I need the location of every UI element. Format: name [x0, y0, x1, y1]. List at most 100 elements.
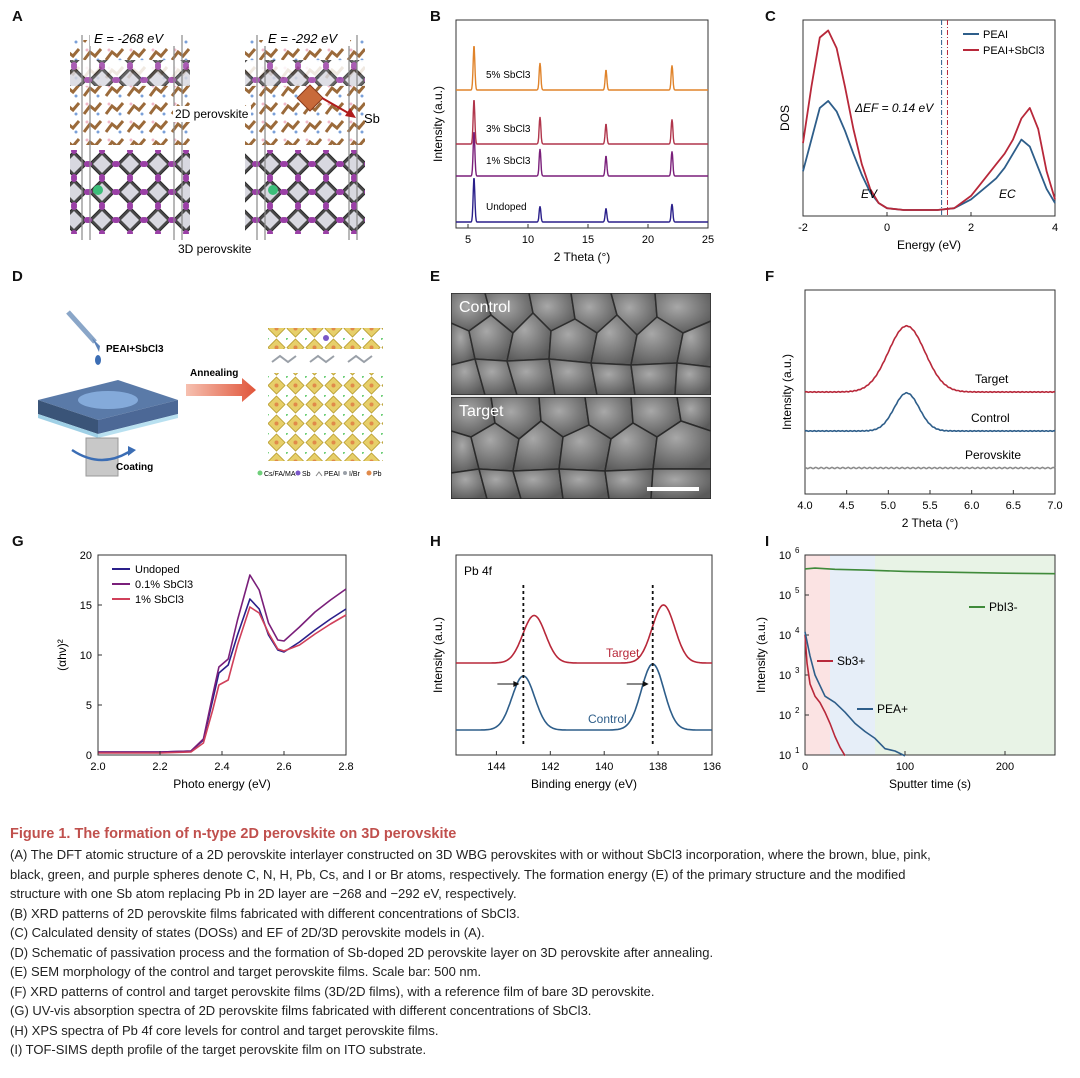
panel-e-sem-images: Control	[451, 293, 711, 499]
sims-curve-0	[804, 567, 1056, 575]
xps-label-1: Control	[588, 712, 627, 726]
caption-line-i: (I) TOF-SIMS depth profile of the target…	[10, 1042, 427, 1057]
sims-label-2: PEA+	[877, 702, 908, 716]
panel-g-xtick-label-1: 2.2	[152, 761, 167, 773]
cs-atom-left	[93, 185, 103, 195]
panel-i-ytick-label-4: 10	[779, 630, 791, 642]
panel-h-frame	[455, 554, 713, 756]
xps-curve-1	[456, 663, 712, 731]
xps-curve-0	[456, 604, 712, 664]
caption-line-a3: structure with one Sb atom replacing Pb …	[10, 886, 517, 901]
pea-chains	[271, 354, 373, 364]
panel-i-ytick-label-2: 10	[779, 710, 791, 722]
label-sb: Sb	[364, 111, 380, 126]
caption-line-f: (F) XRD patterns of control and target p…	[10, 983, 655, 999]
uv-curve-2	[98, 606, 347, 754]
panel-c-xtick-label-3: 4	[1052, 222, 1058, 234]
panel-h-xps: Target Control Pb 4f 144 142 140 138 136 Binding…	[431, 554, 721, 791]
panel-g-ytick-label-0: 0	[86, 750, 92, 762]
panel-h-xtick-label-3: 138	[649, 761, 667, 773]
panel-letter-c: C	[765, 8, 776, 25]
panel-i-ytick-exp-5: 5	[795, 586, 800, 595]
sims-label-0: PbI3-	[989, 600, 1018, 614]
caption-title: Figure 1. The formation of n-type 2D per…	[10, 826, 457, 842]
sb-atom	[323, 335, 329, 341]
organic-layer-left	[70, 40, 190, 145]
panel-b-frame	[455, 19, 709, 229]
label-3d-perovskite: 3D perovskite	[178, 242, 252, 256]
annealing-label: Annealing	[190, 368, 238, 379]
dos-legend-label-0: PEAI	[983, 29, 1008, 41]
xrd-film-label-0: Target	[975, 372, 1009, 386]
panel-b-xtick-label-3: 20	[642, 234, 654, 246]
xrd-film-label-1: Control	[971, 411, 1010, 425]
panel-g-ytick-label-2: 10	[80, 650, 92, 662]
panel-f-ylabel: Intensity (a.u.)	[780, 354, 794, 430]
panel-i-tof-sims: 10 1 10 2 10 3 10 4 10 5 10 6 PbI3- Sb3+ PEA+ 0 100 200 Sp…	[755, 546, 1056, 791]
caption-line-g: (G) UV-vis absorption spectra of 2D pero…	[10, 1003, 592, 1018]
legend-ibr: I/Br	[349, 471, 361, 478]
panel-b-ylabel: Intensity (a.u.)	[431, 86, 445, 162]
sb-octahedron	[296, 84, 324, 112]
panel-g-ytick-label-1: 5	[86, 700, 92, 712]
xrd-trace-2	[456, 132, 708, 177]
panel-f-xtick-label-3: 5.5	[922, 500, 937, 512]
legend-cs: Cs/FA/MA	[264, 471, 296, 478]
cs-atom-right	[268, 185, 278, 195]
xrd-film-trace-1	[804, 391, 1056, 433]
panel-c-frame	[802, 19, 1056, 217]
xrd-trace-1	[456, 100, 708, 145]
panel-letter-i: I	[765, 533, 770, 550]
sem-divider	[451, 395, 711, 397]
sb-arrow	[321, 97, 351, 115]
legend-ibr-icon	[343, 471, 347, 475]
panel-i-ytick-label-1: 10	[779, 750, 791, 762]
legend-pb-icon	[366, 470, 372, 476]
panel-b-xtick-label-2: 15	[582, 234, 594, 246]
panel-letter-h: H	[430, 533, 441, 550]
panel-f-xtick-label-4: 6.0	[964, 500, 979, 512]
region-pbi3	[875, 555, 1055, 755]
panel-b-xrd-2d: 5% SbCl3 3% SbCl3 1% SbCl3 Undoped 5 10 15 20 25…	[431, 19, 714, 264]
dos-curve-0	[802, 100, 1056, 211]
panel-i-ytick-label-6: 10	[779, 550, 791, 562]
panel-g-xtick-label-0: 2.0	[90, 761, 105, 773]
caption-line-h: (H) XPS spectra of Pb 4f core levels for…	[10, 1022, 439, 1038]
uv-legend-label-0: Undoped	[135, 564, 180, 576]
uv-curve-1	[98, 574, 347, 753]
xrd-trace-label-2: 1% SbCl3	[486, 156, 531, 167]
panel-g-xtick-label-2: 2.4	[214, 761, 229, 773]
octahedra-3d-right	[245, 150, 365, 234]
panel-f-xtick-label-5: 6.5	[1006, 500, 1021, 512]
panel-i-frame	[804, 554, 1056, 756]
panel-letter-a: A	[12, 8, 23, 25]
panel-h-xtick-label-0: 144	[487, 761, 505, 773]
octahedra-2d-right	[245, 60, 365, 86]
panel-h-xtick-label-4: 136	[703, 761, 721, 773]
xrd-trace-label-0: 5% SbCl3	[486, 70, 531, 81]
octahedra-2d-left	[70, 60, 190, 86]
sem-control-image: Control	[451, 293, 711, 396]
pb4f-label: Pb 4f	[464, 564, 493, 578]
panel-letter-f: F	[765, 268, 775, 285]
xrd-trace-label-1: 3% SbCl3	[486, 124, 531, 135]
panel-g-ytick-label-3: 15	[80, 600, 92, 612]
sem-target-image: Target	[451, 396, 711, 499]
panel-g-xtick-label-4: 2.8	[338, 761, 353, 773]
xrd-trace-0	[456, 46, 708, 91]
panel-c-ylabel: DOS	[778, 105, 792, 131]
caption-line-c: (C) Calculated density of states (DOSs) …	[10, 925, 485, 940]
caption-line-e: (E) SEM morphology of the control and ta…	[10, 964, 482, 979]
sem-target-label: Target	[459, 403, 504, 420]
region-sb	[805, 555, 830, 755]
sem-control-label: Control	[459, 299, 511, 316]
pipette-icon	[66, 310, 97, 344]
ec-label: EC	[999, 187, 1016, 201]
panel-i-ytick-exp-1: 1	[795, 746, 800, 755]
panel-letter-b: B	[430, 8, 441, 25]
legend-pb: Pb	[373, 471, 382, 478]
panel-i-ytick-exp-3: 3	[795, 666, 800, 675]
caption-line-a2: black, green, and purple spheres denote …	[10, 866, 906, 882]
spin-chuck	[85, 437, 119, 477]
panel-g-ylabel: (αhν)²	[55, 639, 69, 671]
